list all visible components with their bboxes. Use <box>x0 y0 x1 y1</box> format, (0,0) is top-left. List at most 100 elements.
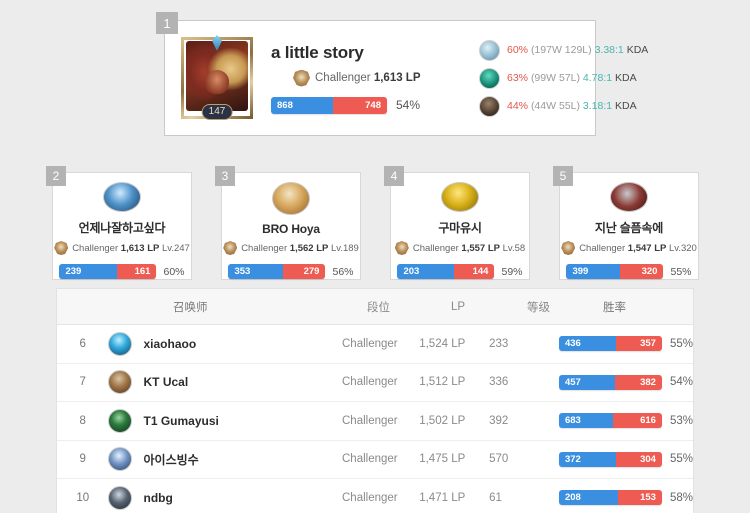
champion-stat-text: 44% (44W 55L) 3.18:1 KDA <box>507 100 637 112</box>
champion-kda: 4.78:1 <box>582 72 613 84</box>
tier-name: Challenger <box>315 72 371 84</box>
winloss-bar: 239 161 <box>59 264 157 279</box>
row-winrate: 436 357 55% <box>558 336 693 352</box>
summoner-name[interactable]: BRO Hoya <box>262 222 320 236</box>
winrate-percent: 54% <box>669 376 693 389</box>
challenger-emblem-icon <box>394 241 409 255</box>
header-lp: LP <box>451 300 466 313</box>
table-row[interactable]: 9 아이스빙수 Challenger 1,475 LP 570 372 304 … <box>57 441 693 479</box>
challenger-emblem-icon <box>293 69 310 87</box>
row-tier: Challenger <box>342 414 398 427</box>
tier-lp: 1,562 LP <box>289 242 329 254</box>
tier-line: Challenger 1,562 LP Lv.189 <box>223 241 359 255</box>
wins-segment: 683 <box>558 413 614 429</box>
wins-count: 208 <box>564 492 581 504</box>
winrate-percent: 55% <box>669 337 693 350</box>
rank-5-card[interactable]: 5 지난 슬픔속에 Challenger 1,547 LP Lv.320 399 <box>553 166 699 280</box>
losses-count: 382 <box>640 376 656 388</box>
winrate-percent: 56% <box>332 265 354 278</box>
champion-stats-list: 60% (197W 129L) 3.38:1 KDA 63% (99W 57L)… <box>479 36 648 120</box>
losses-segment: 357 <box>615 336 662 352</box>
losses-segment: 144 <box>454 264 495 279</box>
rank-3-card[interactable]: 3 BRO Hoya Challenger 1,562 LP Lv.189 35… <box>215 166 361 280</box>
row-summoner-name: xiaohaoo <box>143 336 197 351</box>
winloss-bar: 353 279 <box>228 264 326 279</box>
losses-count: 748 <box>365 99 381 111</box>
wins-segment: 208 <box>558 490 619 506</box>
table-row[interactable]: 6 xiaohaoo Challenger 1,524 LP 233 436 3… <box>57 325 693 364</box>
winloss-bar: 683 616 <box>558 413 662 429</box>
champion-kda-label: KDA <box>615 72 637 84</box>
winloss-bar: 436 357 <box>558 336 662 352</box>
winloss-bar: 208 153 <box>558 490 662 506</box>
summoner-avatar-icon <box>108 331 133 356</box>
row-summoner-name: ndbg <box>143 490 173 505</box>
losses-segment: 748 <box>333 96 387 114</box>
tier-lp: 1,547 LP <box>627 242 667 254</box>
summoner-name[interactable]: a little story <box>271 42 364 62</box>
rank-1-card[interactable]: 1 147 a little story Challenger 1,613 LP <box>156 12 648 136</box>
champion-avatar-icon <box>479 95 500 117</box>
summoner-name[interactable]: 언제나잘하고싶다 <box>78 221 166 235</box>
winrate-percent: 55% <box>669 453 693 466</box>
summoner-level-badge: 147 <box>201 104 233 120</box>
champion-portrait-image <box>186 41 248 111</box>
table-row[interactable]: 7 KT Ucal Challenger 1,512 LP 336 457 38… <box>57 364 693 402</box>
losses-segment: 320 <box>620 264 664 279</box>
table-header-row: 召唤师 段位 LP 等级 胜率 <box>57 289 693 325</box>
header-tier: 段位 <box>367 301 390 314</box>
wins-segment: 399 <box>566 264 621 279</box>
summoner-avatar-icon <box>108 408 133 433</box>
summoner-name[interactable]: 지난 슬픔속에 <box>594 221 664 235</box>
row-rank: 8 <box>79 414 86 427</box>
tier-text: Challenger 1,557 LP Lv.58 <box>413 243 525 254</box>
leaderboard-table: 召唤师 段位 LP 等级 胜率 6 xiaohaoo Challenger 1,… <box>56 288 694 513</box>
champion-record: (197W 129L) <box>530 44 592 56</box>
tier-name: Challenger <box>412 242 459 254</box>
wins-segment: 457 <box>558 374 616 390</box>
winloss-bar: 203 144 <box>397 264 495 279</box>
losses-segment: 153 <box>618 490 662 506</box>
row-rank: 7 <box>79 376 86 389</box>
tier-line: Challenger 1,547 LP Lv.320 <box>561 241 697 255</box>
champion-stat-text: 60% (197W 129L) 3.38:1 KDA <box>507 44 648 56</box>
rank-2-card[interactable]: 2 언제나잘하고싶다 Challenger 1,613 LP Lv.247 23… <box>46 166 192 280</box>
champion-winrate: 44% <box>507 100 529 112</box>
challenger-emblem-icon <box>54 241 69 255</box>
challenger-emblem-icon <box>223 241 238 255</box>
row-lp: 1,475 LP <box>419 453 466 466</box>
summoner-name[interactable]: 구마유시 <box>438 221 482 235</box>
rank-badge: 2 <box>46 166 66 186</box>
summoner-icon: 147 <box>181 35 253 120</box>
wins-segment: 868 <box>271 96 334 114</box>
champion-avatar-icon <box>479 67 500 89</box>
row-summoner[interactable]: ndbg <box>108 485 342 510</box>
row-summoner[interactable]: xiaohaoo <box>108 331 342 356</box>
champion-kda-label: KDA <box>626 44 649 56</box>
summoner-avatar-icon <box>108 447 133 472</box>
row-rank: 6 <box>79 337 86 350</box>
wins-count: 868 <box>277 99 293 111</box>
winrate-bar-row: 203 144 59% <box>397 264 523 279</box>
table-row[interactable]: 10 ndbg Challenger 1,471 LP 61 208 153 5… <box>57 479 693 513</box>
row-summoner[interactable]: 아이스빙수 <box>108 447 342 472</box>
losses-segment: 161 <box>117 264 157 279</box>
winrate-bar-row: 868 748 54% <box>271 96 457 114</box>
row-summoner[interactable]: T1 Gumayusi <box>108 408 342 433</box>
rank-5-card-body: 지난 슬픔속에 Challenger 1,547 LP Lv.320 399 <box>559 172 699 280</box>
row-winrate: 372 304 55% <box>558 451 693 467</box>
champion-winrate: 60% <box>507 44 529 56</box>
header-winrate: 胜率 <box>603 301 626 314</box>
losses-count: 279 <box>303 266 320 277</box>
row-level: 233 <box>489 337 509 350</box>
table-row[interactable]: 8 T1 Gumayusi Challenger 1,502 LP 392 68… <box>57 402 693 441</box>
rank-4-card[interactable]: 4 구마유시 Challenger 1,557 LP Lv.58 203 <box>384 166 530 280</box>
row-level: 570 <box>489 453 509 466</box>
row-summoner[interactable]: KT Ucal <box>108 370 342 395</box>
row-level: 61 <box>489 491 502 504</box>
wins-count: 353 <box>234 266 251 277</box>
header-level: 等级 <box>527 301 550 314</box>
winrate-bar-row: 239 161 60% <box>59 264 185 279</box>
rank-1-card-body: 147 a little story Challenger 1,613 LP 8… <box>164 20 648 136</box>
